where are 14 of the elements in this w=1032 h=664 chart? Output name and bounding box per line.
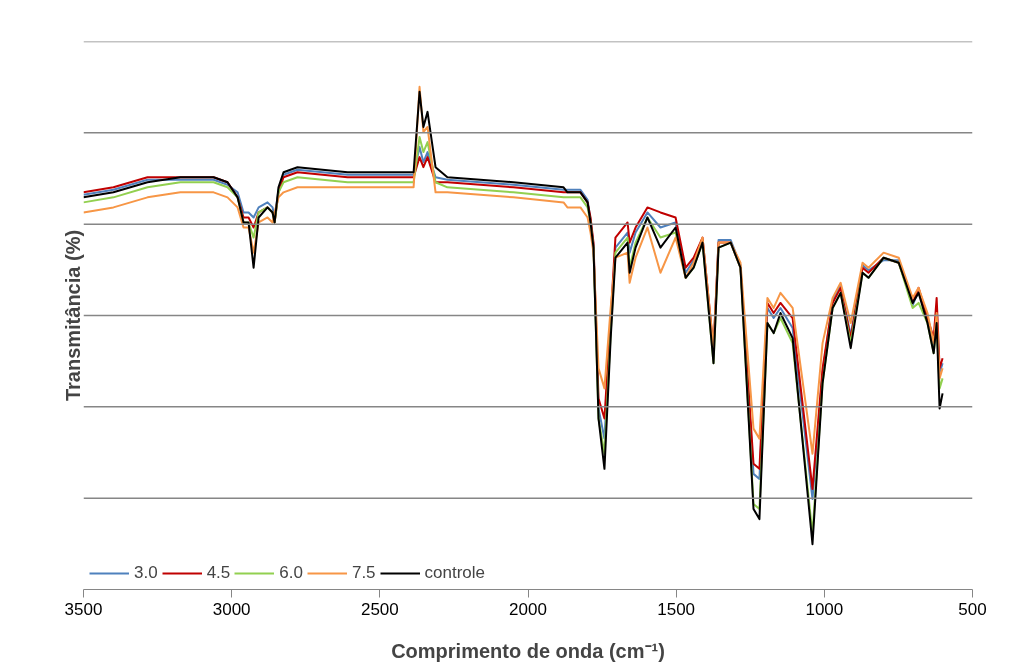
x-tick-label: 500 — [958, 599, 987, 619]
legend-label: 4.5 — [206, 563, 231, 583]
legend-label: controle — [424, 563, 486, 583]
legend-label: 3.0 — [134, 563, 158, 583]
legend-label: 7.5 — [351, 563, 376, 583]
x-axis-title: Comprimento de onda (cm⁻¹) — [391, 639, 665, 662]
y-axis-title: Transmitância (%) — [61, 229, 84, 402]
x-tick-label: 2000 — [509, 599, 547, 619]
legend-label: 6.0 — [279, 563, 303, 583]
x-tick-label: 1000 — [805, 599, 844, 619]
x-tick-label: 1500 — [657, 599, 696, 619]
x-tick-label: 3500 — [64, 599, 103, 619]
x-tick-label: 3000 — [212, 599, 251, 619]
x-tick-label: 2500 — [360, 599, 399, 619]
